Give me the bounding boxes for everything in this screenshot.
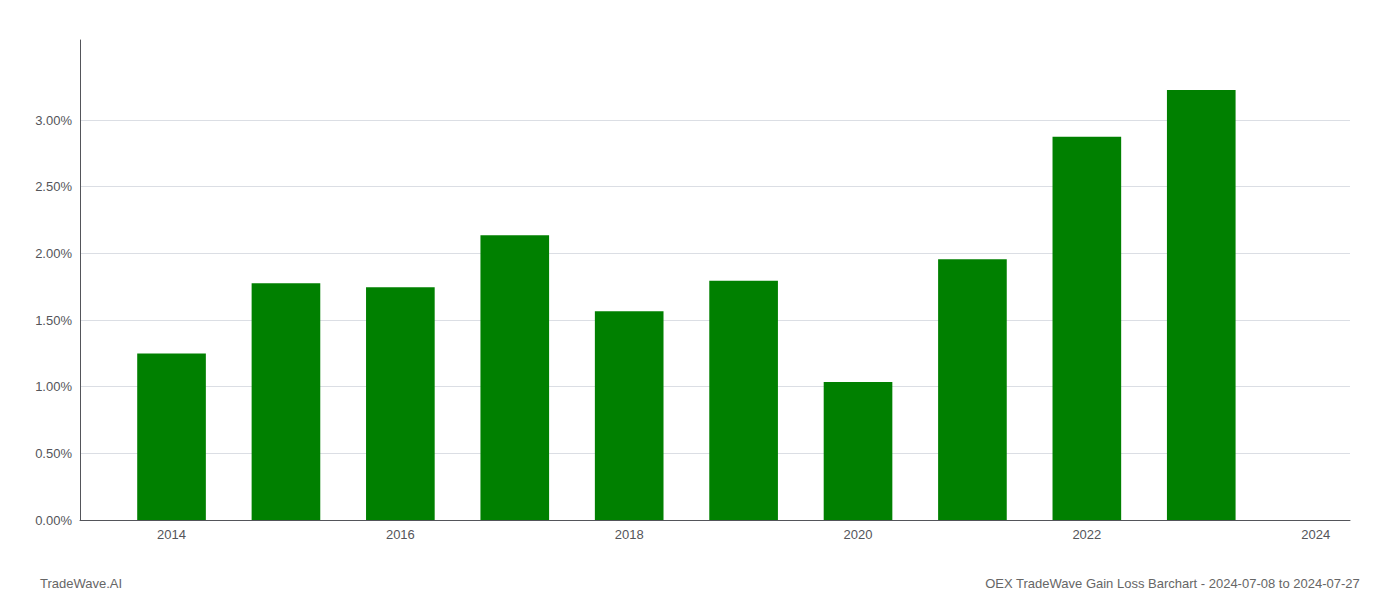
svg-text:2.00%: 2.00% [35, 246, 72, 261]
svg-text:2014: 2014 [157, 527, 186, 542]
svg-text:2018: 2018 [615, 527, 644, 542]
svg-text:2.50%: 2.50% [35, 179, 72, 194]
svg-text:1.50%: 1.50% [35, 313, 72, 328]
svg-text:1.00%: 1.00% [35, 379, 72, 394]
svg-text:0.50%: 0.50% [35, 446, 72, 461]
svg-text:TradeWave.AI: TradeWave.AI [40, 576, 122, 591]
svg-text:OEX TradeWave Gain Loss Barcha: OEX TradeWave Gain Loss Barchart - 2024-… [985, 576, 1360, 591]
svg-text:2024: 2024 [1301, 527, 1330, 542]
svg-text:2022: 2022 [1072, 527, 1101, 542]
svg-text:3.00%: 3.00% [35, 113, 72, 128]
svg-text:2016: 2016 [386, 527, 415, 542]
svg-text:2020: 2020 [844, 527, 873, 542]
svg-text:0.00%: 0.00% [35, 513, 72, 528]
